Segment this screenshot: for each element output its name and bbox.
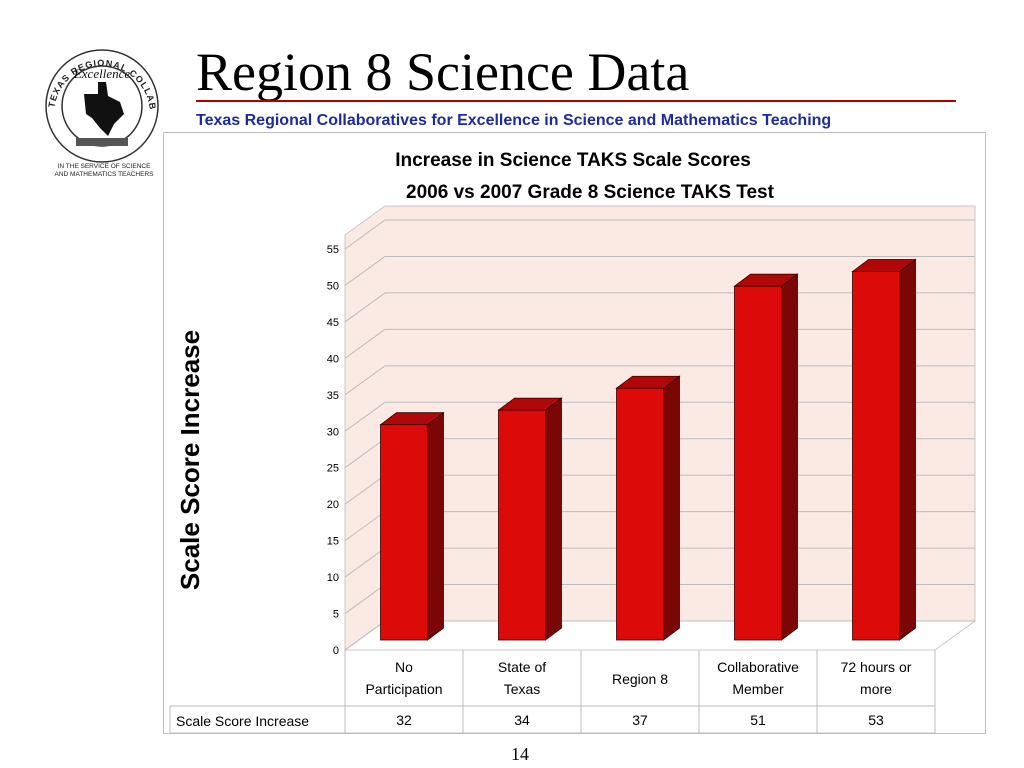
bar-side <box>663 375 680 641</box>
bar <box>616 387 664 641</box>
title-underline <box>196 100 956 102</box>
bar <box>734 285 782 641</box>
y-tick-label: 50 <box>327 280 339 292</box>
data-value-label: 34 <box>514 712 530 728</box>
bar <box>380 424 428 641</box>
bar <box>852 271 900 641</box>
category-label: Texas <box>504 681 541 697</box>
y-tick-label: 0 <box>333 645 339 657</box>
chart-title: Increase in Science TAKS Scale Scores <box>395 150 751 171</box>
y-tick-label: 10 <box>327 572 339 584</box>
bar-side <box>899 258 916 641</box>
bar-side <box>545 397 562 641</box>
y-tick-label: 30 <box>327 426 339 438</box>
data-value-label: 37 <box>632 712 648 728</box>
gridline <box>344 255 975 286</box>
logo-caption-line1: IN THE SERVICE OF SCIENCE <box>58 163 152 170</box>
y-tick-label: 20 <box>327 499 339 511</box>
slide-subtitle: Texas Regional Collaboratives for Excell… <box>196 112 832 129</box>
collaboratives-logo: TEXAS REGIONAL COLLABORATIVES Excellence… <box>36 36 168 180</box>
y-tick-label: 35 <box>327 390 339 402</box>
category-label: 72 hours or <box>841 659 912 675</box>
y-tick-label: 55 <box>327 244 339 256</box>
y-tick-label: 40 <box>327 353 339 365</box>
category-label: more <box>860 681 892 697</box>
category-label: State of <box>498 659 546 675</box>
data-value-label: 53 <box>868 712 884 728</box>
series-name-label: Scale Score Increase <box>176 713 309 729</box>
chart-subtitle: 2006 vs 2007 Grade 8 Science TAKS Test <box>406 182 774 203</box>
bar <box>498 409 546 641</box>
logo-center-text: Excellence <box>73 66 131 81</box>
y-tick-label: 15 <box>327 536 339 548</box>
category-label: No <box>395 659 413 675</box>
data-value-label: 51 <box>750 712 766 728</box>
page-number: 14 <box>511 744 529 764</box>
y-tick-label: 5 <box>333 609 339 621</box>
bar-side <box>781 273 798 641</box>
category-label: Region 8 <box>612 671 668 687</box>
y-tick-label: 45 <box>327 317 339 329</box>
bar-side <box>427 411 444 641</box>
gridline <box>344 219 975 250</box>
category-label: Member <box>732 681 784 697</box>
category-label: Collaborative <box>717 659 799 675</box>
category-label: Participation <box>365 681 442 697</box>
y-tick-label: 25 <box>327 463 339 475</box>
data-value-label: 32 <box>396 712 412 728</box>
slide-title: Region 8 Science Data <box>196 42 690 102</box>
logo-caption-line2: AND MATHEMATICS TEACHERS <box>55 171 155 178</box>
